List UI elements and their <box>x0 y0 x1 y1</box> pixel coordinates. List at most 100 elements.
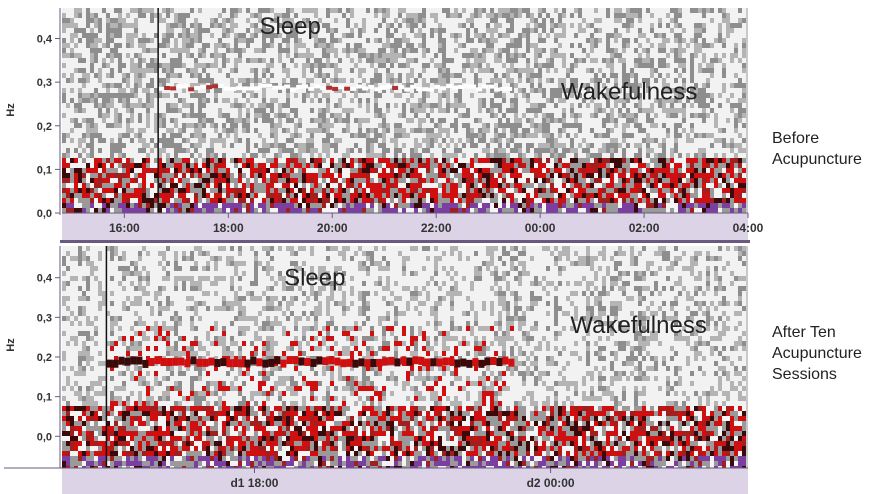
heatmap-cell <box>282 188 286 193</box>
heatmap-cell <box>410 8 414 13</box>
heatmap-cell <box>438 13 442 18</box>
heatmap-cell <box>90 118 94 123</box>
heatmap-cell <box>314 138 318 143</box>
heatmap-cell <box>286 203 290 208</box>
heatmap-cell <box>110 8 114 13</box>
heatmap-cell <box>318 28 322 33</box>
heatmap-cell <box>358 203 362 208</box>
heatmap-cell <box>362 28 366 33</box>
heatmap-cell <box>478 193 482 198</box>
heatmap-cell <box>514 48 518 53</box>
heatmap-cell <box>410 118 414 123</box>
heatmap-cell <box>226 63 230 68</box>
heatmap-cell <box>86 158 90 163</box>
heatmap-cell <box>314 183 318 188</box>
heatmap-cell <box>346 128 350 133</box>
heatmap-cell <box>502 208 506 213</box>
heatmap-cell <box>374 208 378 213</box>
heatmap-cell <box>230 188 234 193</box>
heatmap-cell <box>402 163 406 168</box>
heatmap-cell <box>366 58 370 63</box>
heatmap-cell <box>414 123 418 128</box>
heatmap-cell <box>366 178 370 183</box>
heatmap-cell <box>374 73 378 78</box>
heatmap-cell <box>286 13 290 18</box>
heatmap-cell <box>218 23 222 28</box>
heatmap-cell <box>234 108 238 113</box>
heatmap-cell <box>430 108 434 113</box>
heatmap-cell <box>290 148 294 153</box>
heatmap-cell <box>182 78 186 83</box>
heatmap-cell <box>302 153 306 158</box>
heatmap-cell <box>506 38 510 43</box>
heatmap-cell <box>354 148 358 153</box>
heatmap-cell <box>78 23 82 28</box>
heatmap-cell <box>234 73 238 78</box>
heatmap-cell <box>150 88 154 93</box>
heatmap-cell <box>98 168 102 173</box>
heatmap-cell <box>154 118 158 123</box>
heatmap-cell <box>150 83 154 88</box>
heatmap-cell <box>78 113 82 118</box>
heatmap-cell <box>446 143 450 148</box>
heatmap-cell <box>462 98 466 103</box>
heatmap-cell <box>246 153 250 158</box>
heatmap-cell <box>314 123 318 128</box>
heatmap-cell <box>138 68 142 73</box>
heatmap-cell <box>250 138 254 143</box>
heatmap-cell <box>206 68 210 73</box>
heatmap-cell <box>118 148 122 153</box>
heatmap-cell <box>250 208 254 213</box>
heatmap-cell <box>538 58 542 63</box>
heatmap-cell <box>282 198 286 203</box>
heatmap-cell <box>518 138 522 143</box>
heatmap-cell <box>214 58 218 63</box>
heatmap-cell <box>90 168 94 173</box>
heatmap-cell <box>254 38 258 43</box>
heatmap-cell <box>126 53 130 58</box>
heatmap-cell <box>318 38 322 43</box>
heatmap-cell <box>190 33 194 38</box>
heatmap-cell <box>94 113 98 118</box>
heatmap-cell <box>330 83 334 88</box>
heatmap-cell <box>246 58 250 63</box>
heatmap-cell <box>310 78 314 83</box>
heatmap-cell <box>134 103 138 108</box>
heatmap-cell <box>498 118 502 123</box>
heatmap-cell <box>382 88 386 93</box>
heatmap-cell <box>542 108 546 113</box>
heatmap-cell <box>82 103 86 108</box>
heatmap-cell <box>258 128 262 133</box>
heatmap-cell <box>110 48 114 53</box>
heatmap-cell <box>442 108 446 113</box>
heatmap-cell <box>394 63 398 68</box>
heatmap-cell <box>410 68 414 73</box>
heatmap-cell <box>82 93 86 98</box>
heatmap-cell <box>426 58 430 63</box>
heatmap-cell <box>302 163 306 168</box>
heatmap-cell <box>62 123 66 128</box>
heatmap-cell <box>98 198 102 203</box>
heatmap-cell <box>250 43 254 48</box>
heatmap-cell <box>366 13 370 18</box>
heatmap-cell <box>526 53 530 58</box>
heatmap-cell <box>142 28 146 33</box>
heatmap-cell <box>430 58 434 63</box>
heatmap-cell <box>142 83 146 88</box>
heatmap-cell <box>402 53 406 58</box>
heatmap-cell <box>450 78 454 83</box>
heatmap-cell <box>410 188 414 193</box>
heatmap-cell <box>382 28 386 33</box>
heatmap-cell <box>374 173 378 178</box>
heatmap-cell <box>538 88 542 93</box>
heatmap-cell <box>82 173 86 178</box>
heatmap-cell <box>466 193 470 198</box>
heatmap-cell <box>258 203 262 208</box>
heatmap-cell <box>534 138 538 143</box>
heatmap-cell <box>106 203 110 208</box>
heatmap-cell <box>82 43 86 48</box>
heatmap-cell <box>426 28 430 33</box>
heatmap-cell <box>518 118 522 123</box>
heatmap-cell <box>282 13 286 18</box>
heatmap-cell <box>518 98 522 103</box>
